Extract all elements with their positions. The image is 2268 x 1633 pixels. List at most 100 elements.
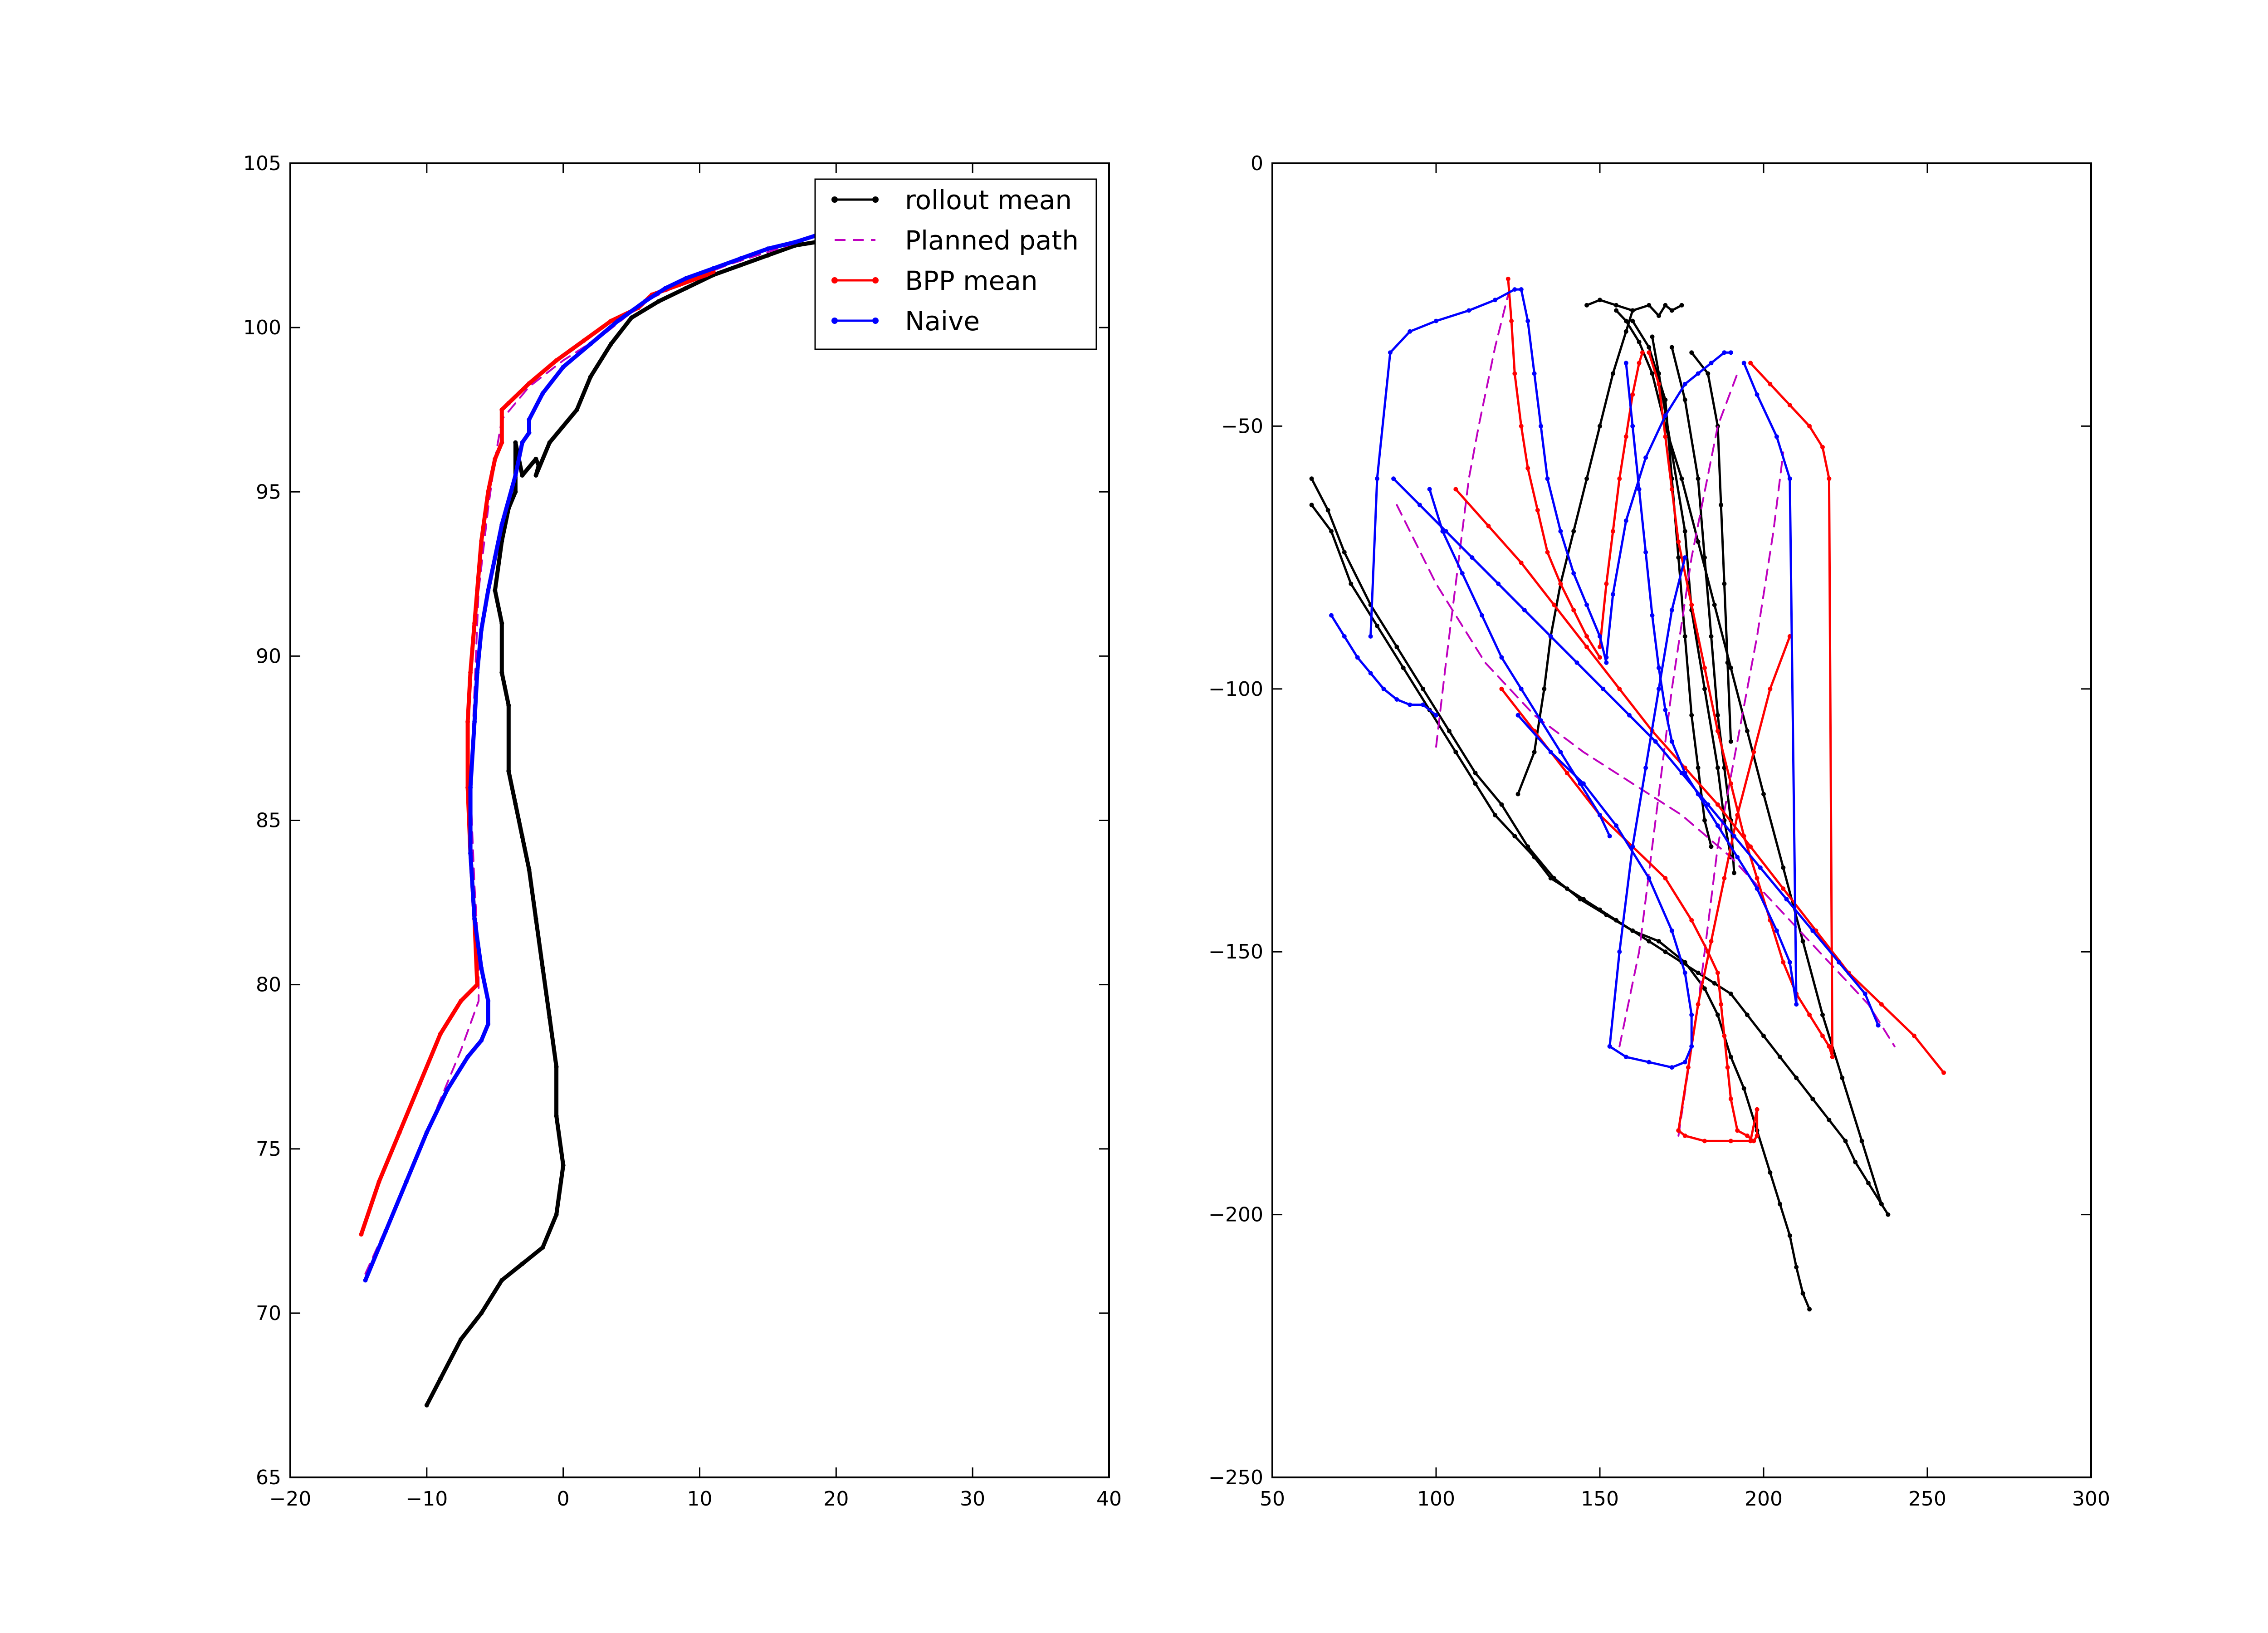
right-data-point — [1512, 371, 1517, 376]
left-data-point — [479, 1310, 484, 1315]
right-series-line — [1310, 504, 1889, 1216]
right-data-point — [1761, 1033, 1766, 1038]
right-data-point — [1709, 844, 1714, 849]
legend-label-naive: Naive — [905, 306, 980, 337]
legend-swatch-dot-left — [831, 196, 838, 203]
right-data-point — [1545, 550, 1550, 555]
left-series-bpp-mean — [359, 269, 716, 1237]
right-data-point — [1787, 476, 1792, 481]
legend-label-rollout-mean: rollout mean — [905, 185, 1072, 215]
left-data-point — [499, 522, 504, 527]
right-data-point — [1696, 476, 1701, 481]
right-series-path-9 — [1584, 298, 1684, 318]
right-data-point — [1650, 613, 1655, 618]
right-data-point — [1394, 697, 1399, 702]
right-data-point — [1584, 303, 1589, 308]
right-data-point — [1722, 1033, 1727, 1038]
right-data-point — [1486, 523, 1491, 528]
left-data-point — [663, 286, 668, 291]
right-series-path-27 — [1607, 555, 1687, 1049]
right-data-point — [1571, 571, 1576, 576]
right-data-point — [1866, 1181, 1871, 1186]
right-data-point — [1751, 749, 1756, 754]
right-data-point — [1886, 1212, 1891, 1217]
right-data-point — [1807, 1307, 1812, 1312]
right-data-point — [1728, 1096, 1733, 1101]
left-data-point — [738, 256, 743, 261]
right-series-line — [1625, 362, 1798, 1006]
right-data-point — [1637, 361, 1642, 366]
left-data-point — [424, 1130, 429, 1135]
legend-swatch-dot-right — [872, 277, 879, 284]
left-x-tick-label: 0 — [557, 1487, 570, 1511]
right-series-path-18 — [1499, 686, 1760, 1144]
right-data-point — [1745, 728, 1750, 733]
left-series-line — [359, 269, 716, 1237]
right-data-point — [1355, 655, 1360, 660]
right-data-point — [1679, 476, 1684, 481]
legend-entry-rollout-mean: rollout mean — [831, 185, 1072, 215]
left-data-point — [465, 719, 470, 724]
right-data-point — [1417, 503, 1422, 508]
right-data-point — [1669, 608, 1674, 612]
right-data-point — [1623, 434, 1628, 439]
right-data-point — [1715, 970, 1720, 975]
right-data-point — [1571, 608, 1576, 612]
right-data-point — [1493, 298, 1497, 303]
right-data-point — [1715, 728, 1720, 733]
right-data-point — [1584, 476, 1589, 481]
right-data-point — [1663, 708, 1668, 713]
right-series-line — [1310, 477, 1811, 1310]
left-data-point — [540, 966, 545, 971]
right-data-point — [1598, 634, 1602, 639]
left-data-point — [479, 538, 484, 543]
right-data-point — [1879, 1202, 1884, 1207]
right-data-point — [1499, 802, 1504, 807]
right-series-line — [1396, 504, 1896, 1047]
right-data-point — [1784, 897, 1789, 902]
right-data-point — [1745, 1133, 1750, 1138]
left-plot-frame — [289, 162, 1110, 1478]
right-data-point — [1702, 1139, 1707, 1144]
right-data-point — [1610, 529, 1615, 534]
left-data-point — [793, 240, 798, 244]
right-data-point — [1755, 392, 1760, 397]
right-data-point — [1761, 792, 1766, 797]
right-data-point — [1657, 381, 1661, 386]
right-data-point — [1515, 792, 1520, 797]
right-data-point — [1627, 713, 1632, 718]
left-data-point — [520, 834, 525, 839]
right-data-point — [1709, 361, 1714, 366]
right-series-path-11 — [1396, 504, 1896, 1047]
right-chart-series-layer — [1309, 276, 1946, 1312]
right-data-point — [1689, 1044, 1694, 1049]
right-data-point — [1647, 1060, 1652, 1065]
right-data-point — [1630, 392, 1635, 397]
right-data-point — [1657, 313, 1661, 318]
left-data-point — [574, 407, 579, 412]
right-data-point — [1794, 1002, 1799, 1007]
right-y-tick-label: −100 — [1208, 678, 1263, 701]
right-data-point — [1768, 1170, 1773, 1175]
left-data-point — [609, 342, 613, 347]
right-series-line — [1605, 351, 1732, 659]
right-data-point — [1637, 487, 1642, 492]
right-data-point — [1408, 329, 1413, 334]
right-data-point — [1630, 308, 1635, 313]
legend-swatch-dot-right — [872, 196, 879, 203]
right-data-point — [1728, 665, 1733, 670]
left-series-line — [425, 237, 838, 1408]
right-data-point — [1443, 529, 1448, 534]
left-data-point — [506, 401, 511, 406]
right-data-point — [1493, 812, 1497, 817]
right-data-point — [1712, 602, 1717, 607]
right-data-point — [1512, 287, 1517, 292]
right-series-line — [1585, 298, 1683, 317]
right-data-point — [1682, 555, 1687, 560]
right-data-point — [1519, 560, 1524, 565]
left-data-point — [684, 286, 689, 291]
right-data-point — [1564, 771, 1569, 776]
right-data-point — [1440, 529, 1445, 534]
right-data-point — [1408, 702, 1413, 707]
